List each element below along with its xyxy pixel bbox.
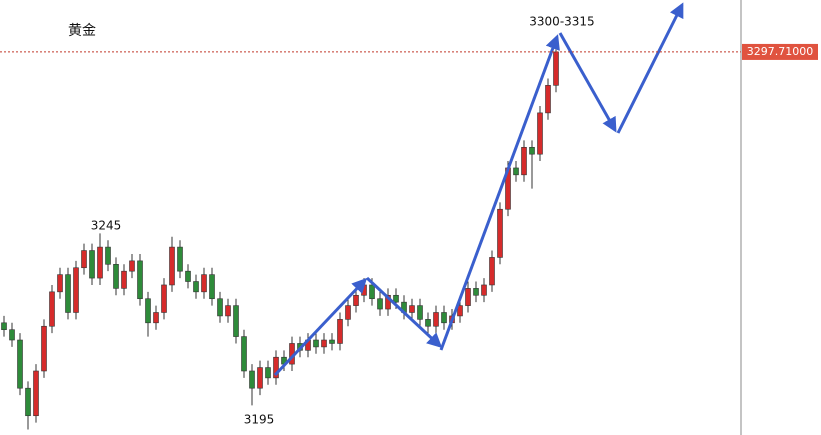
candle-body xyxy=(89,250,95,279)
candle-body xyxy=(481,284,487,296)
candle-body xyxy=(225,305,231,317)
candle-body xyxy=(193,281,199,293)
candle-body xyxy=(121,270,127,289)
candle-body xyxy=(233,305,239,337)
projection-arrows xyxy=(273,2,684,377)
candle-body xyxy=(529,146,535,155)
candle-body xyxy=(385,294,391,310)
candle-body xyxy=(313,339,319,348)
annotation: 3245 xyxy=(91,219,122,233)
candle-body xyxy=(273,356,279,379)
candle-body xyxy=(489,257,495,286)
candle-body xyxy=(129,260,135,272)
arrow xyxy=(365,276,443,349)
candle-body xyxy=(65,274,71,313)
candle-body xyxy=(553,51,559,86)
candle-body xyxy=(185,270,191,282)
candle-body xyxy=(153,312,159,324)
candle-body xyxy=(177,246,183,272)
candle-body xyxy=(345,305,351,320)
candle-body xyxy=(337,319,343,344)
arrow xyxy=(273,277,368,377)
candle-body xyxy=(73,267,79,313)
candle-body xyxy=(441,312,447,324)
candle-body xyxy=(329,339,335,344)
last-price-tag xyxy=(742,43,818,60)
candle-body xyxy=(17,339,23,389)
candle-body xyxy=(353,294,359,306)
candle-body xyxy=(417,305,423,320)
candle-body xyxy=(25,387,31,417)
candle-body xyxy=(9,329,15,341)
candle-body xyxy=(145,298,151,324)
candle-body xyxy=(241,336,247,372)
candle-body xyxy=(161,284,167,313)
candle-body xyxy=(545,85,551,114)
candle-body xyxy=(41,325,47,372)
candle-body xyxy=(457,305,463,317)
candle-body xyxy=(265,367,271,379)
candle-body xyxy=(497,208,503,258)
chart-title: 黄金 xyxy=(68,22,96,39)
candle-body xyxy=(1,322,7,330)
candle-body xyxy=(369,284,375,300)
arrow xyxy=(616,2,684,134)
annotation: 3300-3315 xyxy=(529,15,594,29)
candle-body xyxy=(49,291,55,327)
candle-body xyxy=(57,274,63,293)
candle-body xyxy=(113,264,119,289)
arrow xyxy=(439,34,560,351)
arrow xyxy=(558,32,617,133)
candle-body xyxy=(321,339,327,348)
candle-body xyxy=(249,370,255,389)
candles xyxy=(1,44,559,430)
candle-body xyxy=(433,312,439,327)
candle-body xyxy=(537,112,543,155)
candle-body xyxy=(393,294,399,303)
candle-body xyxy=(513,167,519,176)
candle-body xyxy=(409,305,415,313)
candle-body xyxy=(361,284,367,296)
candle-body xyxy=(209,274,215,300)
candle-body xyxy=(521,146,527,176)
candle-body xyxy=(465,288,471,306)
candle-body xyxy=(81,250,87,269)
candle-body xyxy=(217,298,223,317)
candle-body xyxy=(169,246,175,286)
candle-body xyxy=(257,367,263,389)
candle-body xyxy=(97,246,103,279)
candle-body xyxy=(137,260,143,300)
candle-body xyxy=(33,370,39,417)
candle-body xyxy=(201,274,207,293)
annotation: 3195 xyxy=(244,413,275,427)
last-price-label: 3297.71000 xyxy=(747,45,813,58)
candle-body xyxy=(105,246,111,265)
candle-body xyxy=(473,288,479,296)
candle-body xyxy=(425,319,431,327)
candle-body xyxy=(377,298,383,310)
